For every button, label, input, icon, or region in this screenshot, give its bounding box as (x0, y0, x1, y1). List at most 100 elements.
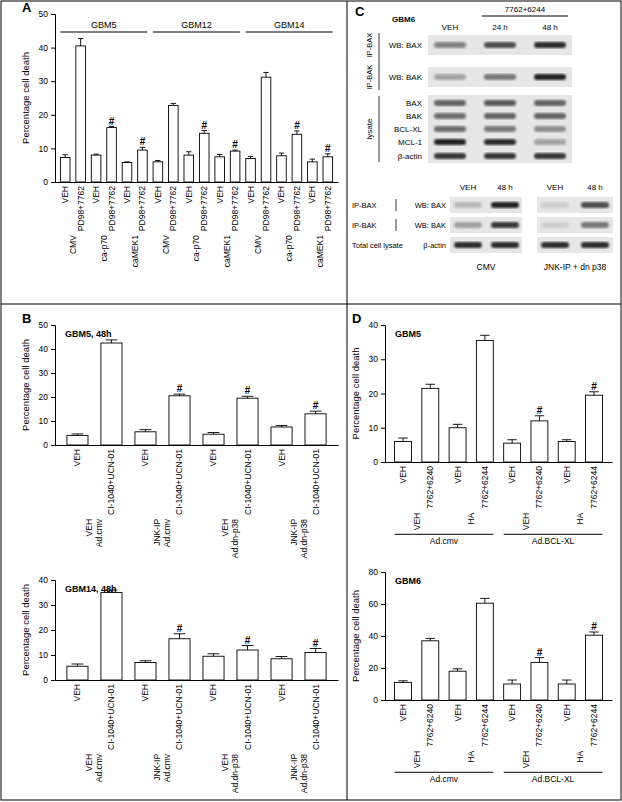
x-axis: VEH7762+6240VEH7762+6244VEH7762+6240VEH7… (386, 463, 613, 509)
y-tick-mark (51, 115, 55, 116)
y-axis-title: Percentage cell death (350, 348, 361, 440)
blot-band (434, 74, 466, 80)
error-bar (507, 680, 516, 684)
x-tick: CI-1040+UCN-01 (311, 449, 321, 515)
error-bar-cap (480, 598, 489, 599)
y-tick: 30 (369, 354, 385, 364)
y-tick-label: 40 (39, 43, 49, 53)
bar (422, 388, 439, 462)
bar (476, 603, 493, 700)
error-bar (63, 155, 68, 158)
y-tick-label: 30 (39, 76, 49, 86)
bar (449, 428, 466, 462)
x-tick-label: VEH (140, 449, 150, 466)
group-label: HA (466, 750, 476, 762)
blot-band (484, 42, 516, 48)
plot-area (395, 598, 603, 700)
y-tick: 10 (39, 144, 55, 154)
y-tick-mark (51, 680, 55, 681)
error-bar (426, 638, 435, 640)
y-tick: 40 (369, 320, 385, 330)
group-label: VEH (412, 751, 422, 768)
bar (230, 151, 240, 182)
blot-band (434, 42, 466, 48)
x-tick: PD98+7762 (76, 186, 86, 231)
bar (271, 659, 292, 680)
group-label: caMEK1 (315, 235, 325, 267)
x-tick-label: VEH (72, 684, 82, 701)
x-tick: VEH (507, 466, 517, 483)
x-tick-label: VEH (562, 704, 572, 721)
error-bar (398, 681, 407, 683)
error-bar (480, 598, 489, 603)
blot-band (484, 126, 516, 132)
y-tick-label: 20 (39, 110, 49, 120)
significance-mark: # (313, 638, 319, 649)
x-tick-label: VEH (153, 186, 163, 203)
significance-mark: # (245, 635, 251, 646)
y-tick-label: 0 (43, 440, 48, 450)
bar (531, 421, 548, 462)
error-bar-cap (217, 154, 222, 155)
group-label: VEH (220, 754, 230, 771)
group-line (60, 32, 147, 33)
y-tick: 40 (39, 344, 55, 354)
error-bar-cap (186, 151, 191, 152)
y-tick-mark (51, 349, 55, 350)
group-label: Ad.dn-p38 (230, 754, 240, 793)
y-axis-title: Percentage cell death (20, 584, 31, 676)
bar (169, 639, 190, 680)
ip-label: IP-BAX (352, 201, 377, 210)
y-tick-mark (51, 397, 55, 398)
group-label: Ad.dn-p38 (299, 519, 309, 558)
significance-mark: # (140, 136, 146, 147)
y-tick-label: 20 (369, 663, 379, 673)
bar-chart: ###01020304050VEHCI-1040+UCN-01VEHCI-104… (20, 311, 339, 558)
separator (379, 33, 380, 90)
significance-mark: # (537, 647, 543, 658)
error-bar (398, 438, 407, 441)
error-bar (155, 160, 160, 161)
blot-band (484, 100, 516, 106)
x-tick: 7762+6240 (425, 704, 435, 747)
y-tick: 20 (39, 110, 55, 120)
error-bar (294, 131, 299, 134)
y-tick-mark (381, 359, 385, 360)
error-bar (589, 632, 598, 635)
group-level: VEHHAVEHHA (412, 750, 586, 768)
x-tick-label: CI-1040+UCN-01 (242, 684, 252, 750)
y-tick: 80 (369, 567, 385, 577)
bar (422, 641, 439, 700)
x-tick: CI-1040+UCN-01 (242, 684, 252, 750)
error-bar (202, 131, 207, 134)
error-bar-stem (327, 154, 328, 157)
error-bar-cap (93, 154, 98, 155)
error-bar (72, 434, 84, 435)
x-tick: 7762+6244 (589, 704, 599, 747)
error-bar (279, 153, 284, 156)
group-labels: VEHHAVEHHAAd.cmvAd.BCL-XL (395, 750, 603, 784)
x-tick-label: CI-1040+UCN-01 (106, 684, 116, 750)
bar (504, 684, 521, 700)
x-tick: 7762+6240 (534, 704, 544, 747)
group-level: VEHHAVEHHA (412, 512, 586, 530)
group-label: HA (575, 750, 585, 762)
x-tick: VEH (507, 704, 517, 721)
group-label: VEH (220, 519, 230, 536)
error-bar (535, 416, 544, 421)
x-tick-label: 7762+6240 (425, 704, 435, 747)
y-tick-label: 30 (39, 368, 49, 378)
x-tick: PD98+7762 (137, 186, 147, 231)
bar (305, 414, 326, 445)
y-tick-mark (381, 604, 385, 605)
x-tick: VEH (453, 466, 463, 483)
blot-band (491, 242, 519, 248)
y-axis: 020406080 (369, 567, 386, 705)
x-tick: 7762+6244 (589, 466, 599, 509)
group-label: VEH (521, 513, 531, 530)
error-bar (140, 147, 145, 150)
x-tick-label: CI-1040+UCN-01 (174, 449, 184, 515)
error-bar (453, 424, 462, 427)
ip-label: Total cell lysate (352, 241, 403, 250)
bar (395, 441, 412, 462)
